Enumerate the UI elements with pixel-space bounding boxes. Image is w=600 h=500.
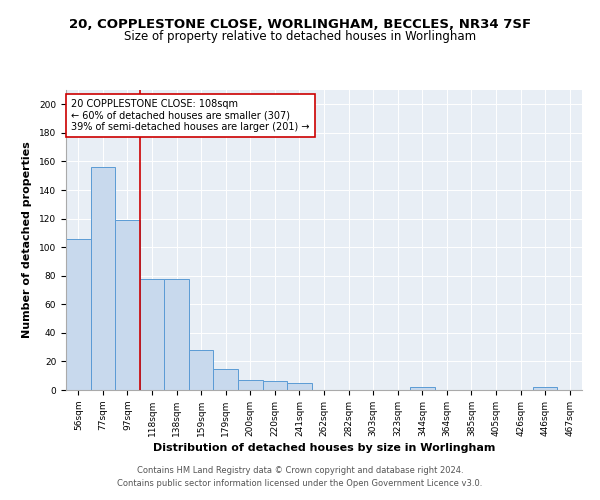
Bar xyxy=(66,238,91,390)
Bar xyxy=(533,387,557,390)
Bar xyxy=(189,350,214,390)
Bar xyxy=(140,278,164,390)
Text: Contains HM Land Registry data © Crown copyright and database right 2024.
Contai: Contains HM Land Registry data © Crown c… xyxy=(118,466,482,487)
Text: 20 COPPLESTONE CLOSE: 108sqm
← 60% of detached houses are smaller (307)
39% of s: 20 COPPLESTONE CLOSE: 108sqm ← 60% of de… xyxy=(71,99,310,132)
Bar xyxy=(214,368,238,390)
Text: Size of property relative to detached houses in Worlingham: Size of property relative to detached ho… xyxy=(124,30,476,43)
Bar xyxy=(263,382,287,390)
Bar xyxy=(238,380,263,390)
Text: 20, COPPLESTONE CLOSE, WORLINGHAM, BECCLES, NR34 7SF: 20, COPPLESTONE CLOSE, WORLINGHAM, BECCL… xyxy=(69,18,531,30)
Bar xyxy=(164,278,189,390)
X-axis label: Distribution of detached houses by size in Worlingham: Distribution of detached houses by size … xyxy=(153,443,495,453)
Bar xyxy=(410,387,434,390)
Y-axis label: Number of detached properties: Number of detached properties xyxy=(22,142,32,338)
Bar xyxy=(287,383,312,390)
Bar xyxy=(115,220,140,390)
Bar xyxy=(91,167,115,390)
